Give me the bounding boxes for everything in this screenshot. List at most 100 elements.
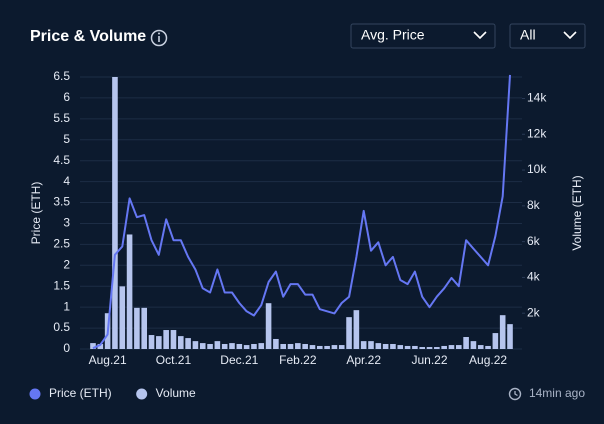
volume-bar <box>441 345 447 349</box>
volume-bar <box>207 343 213 349</box>
volume-bar <box>346 317 352 349</box>
volume-bar <box>177 336 184 349</box>
y-tick-label: 3.5 <box>53 195 70 209</box>
volume-bar <box>485 345 491 349</box>
volume-bar <box>426 347 433 349</box>
y-tick-label: 6 <box>63 90 70 104</box>
y-tick-label: 1 <box>63 299 70 313</box>
volume-bar <box>324 345 330 349</box>
volume-bar <box>455 345 462 349</box>
volume-bar <box>265 303 272 349</box>
metric-dropdown[interactable]: Avg. Price <box>350 23 496 49</box>
volume-bar <box>148 335 155 349</box>
volume-bar <box>338 345 345 349</box>
x-tick-label: Jun.22 <box>412 353 448 367</box>
y2-tick-label: 14k <box>527 91 547 105</box>
y-tick-label: 5 <box>63 132 70 146</box>
volume-bar <box>163 330 169 349</box>
volume-bar <box>90 343 96 349</box>
volume-bar <box>156 336 162 349</box>
volume-bar <box>331 345 338 349</box>
x-tick-label: Oct.21 <box>156 353 192 367</box>
volume-bar <box>368 341 374 349</box>
info-icon[interactable] <box>150 29 168 47</box>
legend-swatch <box>29 388 41 400</box>
price-line <box>92 74 511 350</box>
y-tick-label: 0 <box>63 341 70 355</box>
volume-bar <box>390 343 396 349</box>
y2-tick-label: 8k <box>527 198 541 212</box>
volume-bar <box>477 345 484 349</box>
x-tick-label: Feb.22 <box>279 353 317 367</box>
volume-bar <box>412 345 418 349</box>
y-axis-label: Price (ETH) <box>29 182 43 245</box>
volume-bar <box>185 338 191 349</box>
dropdown-label: All <box>520 27 536 43</box>
legend-label: Price (ETH) <box>49 386 112 400</box>
volume-bar <box>170 330 177 349</box>
legend: Price (ETH) Volume <box>29 386 196 400</box>
volume-bar <box>192 341 199 349</box>
y2-tick-label: 4k <box>527 270 541 284</box>
volume-bar <box>243 345 250 349</box>
legend-label: Volume <box>156 386 196 400</box>
x-tick-label: Aug.22 <box>469 353 507 367</box>
volume-bar <box>492 333 499 349</box>
volume-bar <box>134 307 140 349</box>
volume-bar <box>448 345 455 349</box>
volume-bar <box>295 343 301 349</box>
volume-bar <box>119 286 126 349</box>
y-tick-label: 3 <box>63 216 70 230</box>
y2-tick-label: 12k <box>527 126 547 140</box>
volume-bar <box>382 343 389 349</box>
volume-bar <box>499 315 506 349</box>
legend-swatch <box>136 388 148 400</box>
volume-bar <box>141 307 148 349</box>
volume-bar <box>214 341 221 349</box>
volume-bar <box>112 77 118 349</box>
volume-bar <box>251 343 257 349</box>
y2-axis-label: Volume (ETH) <box>570 175 584 250</box>
chart-title: Price & Volume <box>30 28 146 45</box>
y-tick-label: 1.5 <box>53 278 70 292</box>
volume-bar <box>258 343 265 349</box>
y-tick-label: 4 <box>63 174 70 188</box>
y2-tick-label: 10k <box>527 162 547 176</box>
y2-tick-label: 6k <box>527 234 541 248</box>
volume-bar <box>302 343 308 349</box>
volume-bar <box>419 347 426 349</box>
volume-bar <box>470 341 477 349</box>
updated-text: 14min ago <box>529 386 585 400</box>
y-tick-label: 0.5 <box>53 320 70 334</box>
volume-bar <box>273 338 279 349</box>
volume-bar <box>236 343 243 349</box>
y-tick-label: 4.5 <box>53 153 70 167</box>
y-tick-label: 2.5 <box>53 237 70 251</box>
volume-bar <box>434 347 440 349</box>
volume-bar <box>280 343 287 349</box>
volume-bar <box>463 337 469 349</box>
volume-bar <box>199 343 206 349</box>
volume-bar <box>126 234 133 349</box>
y-tick-label: 2 <box>63 257 70 271</box>
volume-bar <box>397 345 404 349</box>
volume-bar <box>221 343 228 349</box>
range-dropdown[interactable]: All <box>509 23 586 49</box>
updated-status: 14min ago <box>508 386 585 401</box>
x-tick-label: Apr.22 <box>346 353 381 367</box>
volume-bar <box>375 343 382 349</box>
volume-bar <box>507 324 513 349</box>
y2-tick-label: 2k <box>527 305 541 319</box>
volume-bar <box>360 341 367 349</box>
volume-bar <box>353 310 360 349</box>
y-tick-label: 6.5 <box>53 69 70 83</box>
volume-bar <box>229 343 235 349</box>
plot: 0 0.5 1 1.5 2 2.5 3 3.5 4 4.5 5 5.5 6 6.5 2k 4k 6k 8k 10k 1… <box>53 69 547 367</box>
y-tick-label: 5.5 <box>53 111 70 125</box>
dropdown-label: Avg. Price <box>361 27 425 43</box>
volume-bar <box>316 345 323 349</box>
volume-bar <box>404 345 411 349</box>
x-tick-label: Dec.21 <box>220 353 258 367</box>
